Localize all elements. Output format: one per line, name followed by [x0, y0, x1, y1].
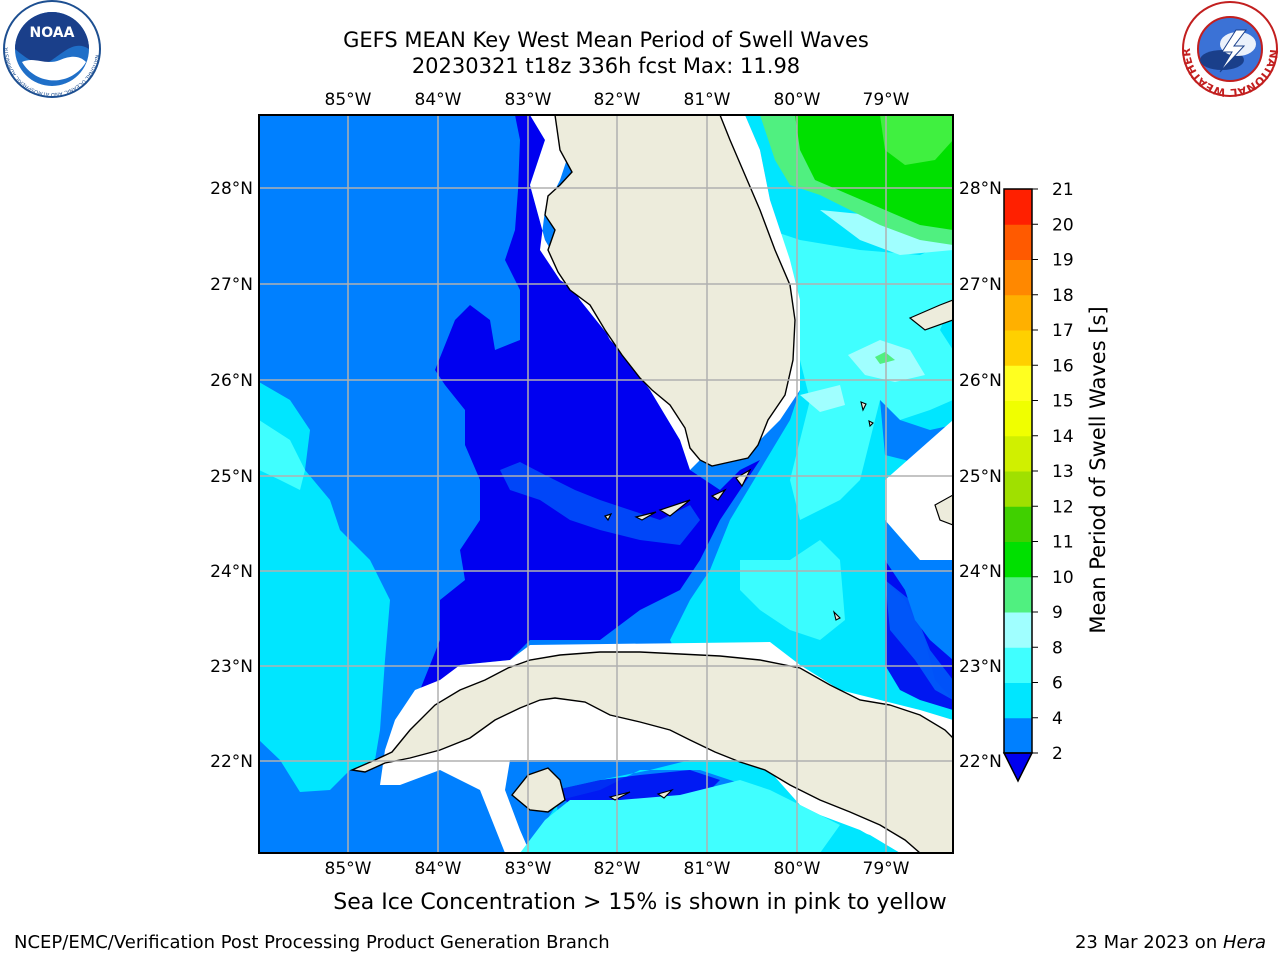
- lat-label-left: 28°N: [210, 179, 253, 199]
- footer-credit: NCEP/EMC/Verification Post Processing Pr…: [14, 932, 610, 953]
- lon-label-bottom: 81°W: [684, 859, 731, 879]
- lon-label-bottom: 80°W: [774, 859, 821, 879]
- lat-label-right: 28°N: [959, 179, 1002, 199]
- lat-label-left: 24°N: [210, 562, 253, 582]
- colorbar-tick-label: 8: [1052, 638, 1063, 658]
- land-florida: [544, 115, 796, 467]
- lat-label-left: 27°N: [210, 275, 253, 295]
- lon-label-top: 83°W: [505, 90, 552, 110]
- land-bahamas-andros: [934, 494, 953, 526]
- colorbar-label: Mean Period of Swell Waves [s]: [1086, 306, 1110, 633]
- map-area: [259, 115, 953, 853]
- colorbar-tick-label: 21: [1052, 180, 1074, 200]
- colorbar-tick-label: 11: [1052, 533, 1074, 553]
- lat-label-left: 22°N: [210, 752, 253, 772]
- lat-label-left: 23°N: [210, 657, 253, 677]
- colorbar-segment: [1004, 717, 1032, 754]
- lat-labels: 28°N 27°N 26°N 25°N 24°N 23°N 22°N 28°N …: [210, 179, 1002, 772]
- footer-date: 23 Mar 2023 on Hera: [1075, 932, 1266, 953]
- sea-ice-note: Sea Ice Concentration > 15% is shown in …: [333, 890, 947, 915]
- contour-6-8-west: [259, 420, 305, 490]
- chart-subtitle: 20230321 t18z 336h fcst Max: 11.98: [411, 54, 801, 78]
- lon-label-bottom: 79°W: [863, 859, 910, 879]
- lon-label-bottom: 82°W: [594, 859, 641, 879]
- colorbar-segment: [1004, 400, 1032, 437]
- colorbar-tick-label: 19: [1052, 251, 1074, 271]
- colorbar-segment: [1004, 330, 1032, 366]
- noaa-logo: NOAA NATIONAL OCEANIC AND ATMOSPHERIC AD…: [0, 0, 101, 98]
- lon-label-top: 81°W: [684, 90, 731, 110]
- colorbar-tick-label: 17: [1052, 321, 1074, 341]
- colorbar-segment: [1004, 612, 1032, 648]
- noaa-logo-text: NOAA: [30, 25, 75, 41]
- land-isla-de-la-juventud: [511, 767, 566, 813]
- missing-data-florida-coast: [530, 115, 700, 470]
- colorbar-tick-label: 10: [1052, 568, 1074, 588]
- chart-title: GEFS MEAN Key West Mean Period of Swell …: [343, 28, 869, 52]
- colorbar-segment: [1004, 471, 1032, 507]
- footer-host: Hera: [1222, 932, 1266, 953]
- colorbar-tick-label: 2: [1052, 744, 1063, 764]
- colorbar-segment: [1004, 294, 1032, 331]
- lat-label-left: 26°N: [210, 371, 253, 391]
- colorbar-tick-label: 13: [1052, 462, 1074, 482]
- lon-label-top: 85°W: [325, 90, 372, 110]
- lon-label-top: 80°W: [774, 90, 821, 110]
- lon-label-bottom: 84°W: [415, 859, 462, 879]
- map-gridlines: [259, 115, 953, 853]
- colorbar-segment: [1004, 435, 1032, 472]
- colorbar-segment: [1004, 682, 1032, 719]
- colorbar-tick-label: 18: [1052, 286, 1074, 306]
- colorbar-tick-label: 16: [1052, 356, 1074, 376]
- lon-label-top: 84°W: [415, 90, 462, 110]
- colorbar-segment: [1004, 189, 1032, 225]
- colorbar-tick-label: 20: [1052, 215, 1074, 235]
- colorbar-tick-label: 6: [1052, 674, 1063, 694]
- colorbar-segment: [1004, 259, 1032, 296]
- map-frame: [258, 114, 954, 854]
- land-cuba: [349, 651, 953, 853]
- lat-label-right: 27°N: [959, 275, 1002, 295]
- colorbar-under-arrow: [1002, 752, 1034, 783]
- contour-6-8-east: [770, 230, 953, 520]
- land-bahamas-north: [908, 299, 953, 331]
- lon-labels: 85°W 84°W 83°W 82°W 81°W 80°W 79°W 85°W …: [325, 90, 910, 879]
- contour-below-2: [420, 115, 760, 690]
- colorbar-tick-label: 14: [1052, 427, 1074, 447]
- lon-label-bottom: 83°W: [505, 859, 552, 879]
- colorbar-tick-label: 4: [1052, 709, 1063, 729]
- colorbar-segment: [1004, 541, 1032, 578]
- lat-label-right: 24°N: [959, 562, 1002, 582]
- lat-label-left: 25°N: [210, 467, 253, 487]
- lat-label-right: 26°N: [959, 371, 1002, 391]
- lat-label-right: 25°N: [959, 467, 1002, 487]
- colorbar-segment: [1004, 365, 1032, 401]
- colorbar-segment: [1004, 576, 1032, 613]
- colorbar-tick-label: 15: [1052, 392, 1074, 412]
- missing-data-bahamas: [885, 420, 953, 560]
- footer-date-text: 23 Mar 2023 on: [1074, 932, 1223, 953]
- colorbar-segment: [1004, 224, 1032, 260]
- lat-label-right: 23°N: [959, 657, 1002, 677]
- colorbar-segment: [1004, 506, 1032, 542]
- lat-label-right: 22°N: [959, 752, 1002, 772]
- colorbar-tick-label: 12: [1052, 497, 1074, 517]
- colorbar-tick-label: 9: [1052, 603, 1063, 623]
- lon-label-top: 79°W: [863, 90, 910, 110]
- lon-label-top: 82°W: [594, 90, 641, 110]
- lon-label-bottom: 85°W: [325, 859, 372, 879]
- colorbar-segment: [1004, 647, 1032, 683]
- colorbar: 2 4 6 8 9 10 11 12 13 14 15 16 17 18 19 20 21: [1002, 180, 1074, 783]
- land-florida-keys: [604, 468, 752, 522]
